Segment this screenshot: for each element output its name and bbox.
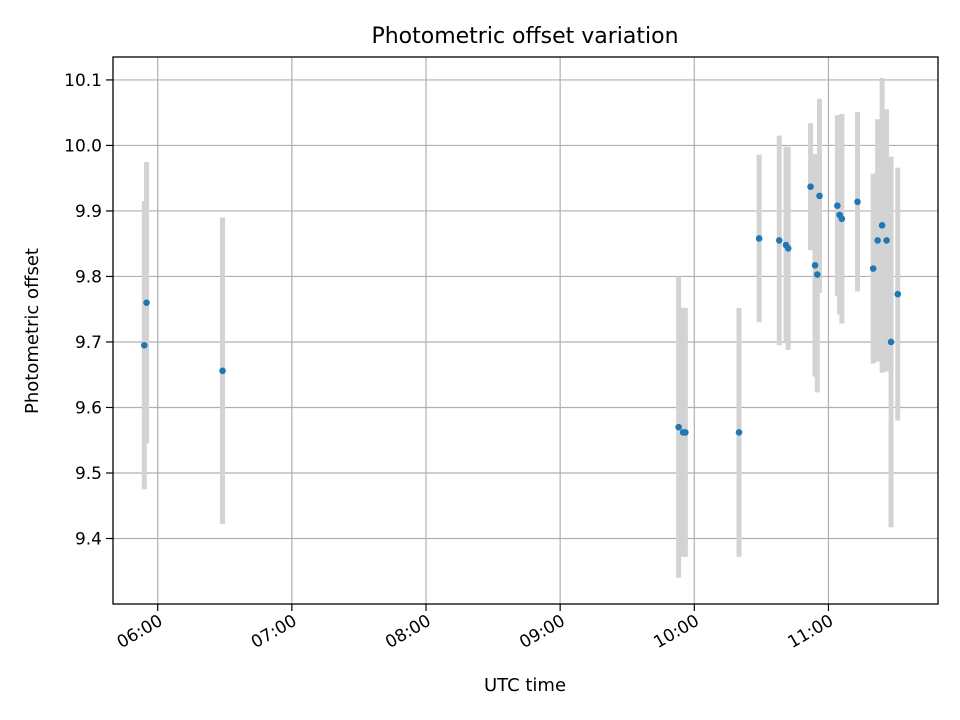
- data-point: [887, 338, 895, 346]
- data-point: [775, 237, 783, 244]
- data-point: [755, 235, 763, 242]
- data-point: [894, 290, 902, 298]
- y-tick-label: 9.7: [75, 333, 102, 353]
- data-point: [813, 271, 821, 278]
- data-point: [219, 367, 226, 375]
- data-point: [143, 299, 150, 306]
- data-point: [675, 423, 682, 431]
- data-point: [874, 237, 881, 244]
- plot-frame: [112, 56, 939, 605]
- data-point: [838, 215, 846, 223]
- data-point: [883, 237, 890, 244]
- y-tick-label: 10.1: [64, 71, 102, 91]
- data-point: [854, 198, 861, 206]
- y-tick-label: 9.4: [75, 529, 102, 549]
- y-tick-label: 9.8: [75, 267, 102, 287]
- data-point: [811, 262, 819, 269]
- data-point: [878, 222, 886, 229]
- data-point: [141, 341, 148, 349]
- data-point: [735, 429, 743, 436]
- data-point: [807, 183, 814, 191]
- data-points: [141, 183, 902, 436]
- grid-lines: [113, 57, 938, 604]
- data-point: [834, 202, 841, 210]
- y-tick-label: 10.0: [64, 136, 102, 156]
- data-point: [784, 244, 792, 252]
- data-point: [869, 265, 877, 272]
- y-tick-label: 9.9: [75, 202, 102, 222]
- y-axis-ticks: 9.4 9.5 9.6 9.7 9.8 9.9 10.0 10.1: [64, 71, 113, 549]
- y-tick-label: 9.5: [75, 464, 102, 484]
- data-point: [682, 429, 689, 436]
- x-axis-label: UTC time: [484, 675, 566, 696]
- y-tick-label: 9.6: [75, 398, 102, 418]
- y-axis-label: Photometric offset: [22, 248, 43, 414]
- chart-title: Photometric offset variation: [371, 24, 678, 49]
- data-point: [816, 192, 823, 200]
